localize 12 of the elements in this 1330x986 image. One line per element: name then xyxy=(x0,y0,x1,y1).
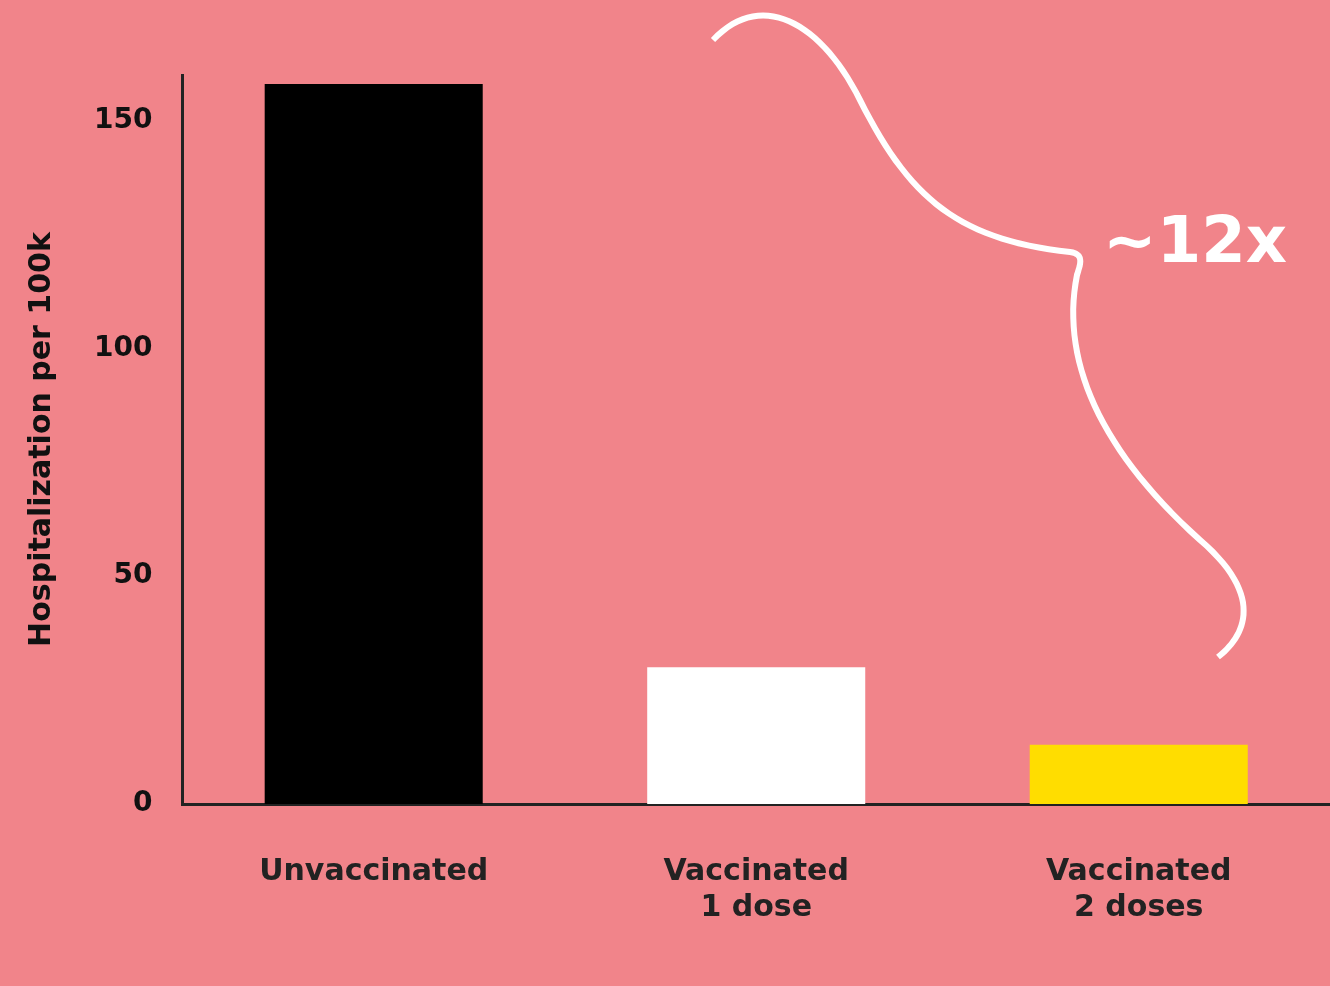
x-tick-label: Unvaccinated xyxy=(259,851,489,887)
y-axis-title: Hospitalization per 100k xyxy=(21,231,57,647)
annotation: ~12x xyxy=(1103,202,1287,277)
x-tick-label: Vaccinated 2 doses xyxy=(1046,851,1232,923)
bar xyxy=(647,667,866,804)
y-tick-label: 0 xyxy=(132,785,153,819)
x-tick-label: Vaccinated 1 dose xyxy=(663,851,849,923)
bar xyxy=(264,84,483,804)
y-tick-label: 150 xyxy=(93,101,153,135)
y-tick-label: 50 xyxy=(113,557,153,591)
bar xyxy=(1029,744,1248,804)
y-tick-label: 100 xyxy=(93,329,153,363)
